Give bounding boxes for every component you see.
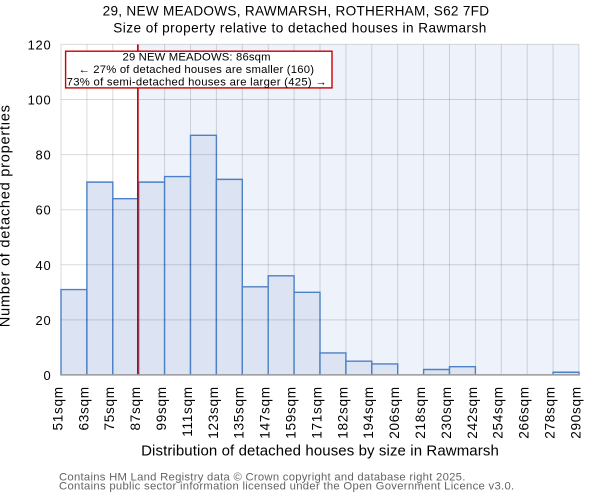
svg-text:87sqm: 87sqm [128, 386, 143, 430]
svg-text:63sqm: 63sqm [76, 386, 91, 430]
svg-text:290sqm: 290sqm [568, 386, 583, 439]
svg-text:111sqm: 111sqm [180, 386, 195, 437]
svg-text:120: 120 [28, 37, 52, 52]
svg-text:99sqm: 99sqm [154, 386, 169, 430]
svg-text:← 27% of detached houses are s: ← 27% of detached houses are smaller (16… [78, 64, 314, 76]
svg-text:Size of property relative to d: Size of property relative to detached ho… [113, 20, 487, 35]
svg-text:194sqm: 194sqm [361, 386, 376, 439]
svg-text:278sqm: 278sqm [542, 386, 557, 439]
svg-text:123sqm: 123sqm [206, 386, 221, 439]
svg-text:40: 40 [36, 258, 52, 273]
svg-text:Contains HM Land Registry data: Contains HM Land Registry data © Crown c… [59, 471, 466, 483]
svg-text:29, NEW MEADOWS, RAWMARSH, ROT: 29, NEW MEADOWS, RAWMARSH, ROTHERHAM, S6… [103, 3, 490, 18]
svg-text:171sqm: 171sqm [309, 386, 324, 439]
svg-text:60: 60 [36, 203, 52, 218]
svg-text:159sqm: 159sqm [283, 386, 298, 439]
svg-text:100: 100 [28, 93, 52, 108]
svg-text:Contains public sector informa: Contains public sector information licen… [59, 481, 514, 493]
svg-text:73% of semi-detached houses ar: 73% of semi-detached houses are larger (… [67, 76, 327, 88]
svg-text:80: 80 [36, 148, 52, 163]
svg-text:135sqm: 135sqm [232, 386, 247, 439]
svg-text:29 NEW MEADOWS: 86sqm: 29 NEW MEADOWS: 86sqm [123, 52, 271, 64]
svg-text:75sqm: 75sqm [102, 386, 117, 430]
svg-text:266sqm: 266sqm [517, 386, 532, 439]
svg-text:Number of detached properties: Number of detached properties [0, 104, 14, 327]
svg-text:218sqm: 218sqm [413, 386, 428, 439]
svg-text:254sqm: 254sqm [491, 386, 506, 439]
svg-text:20: 20 [36, 313, 52, 328]
svg-text:206sqm: 206sqm [387, 386, 402, 439]
svg-text:147sqm: 147sqm [258, 386, 273, 439]
svg-text:182sqm: 182sqm [335, 386, 350, 439]
svg-text:0: 0 [44, 368, 52, 383]
svg-text:51sqm: 51sqm [50, 386, 65, 430]
svg-text:230sqm: 230sqm [439, 386, 454, 439]
svg-text:242sqm: 242sqm [465, 386, 480, 439]
svg-text:Distribution of detached house: Distribution of detached houses by size … [141, 443, 499, 460]
